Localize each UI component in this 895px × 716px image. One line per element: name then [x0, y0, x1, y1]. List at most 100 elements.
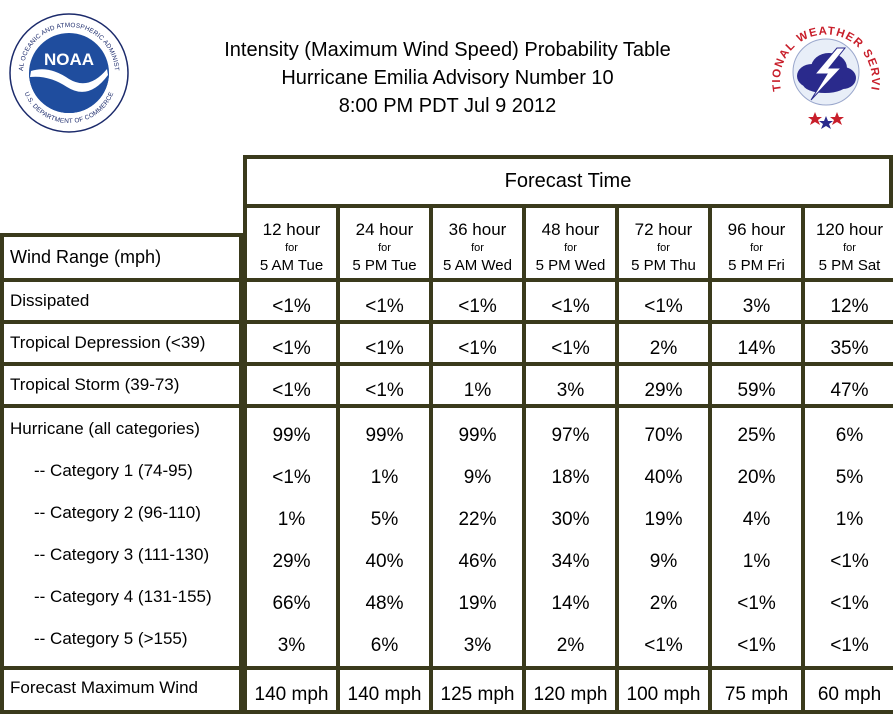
- hurricane-column-cell: 99% 9% 22% 46% 19% 3%: [433, 408, 522, 666]
- table-cell: 12%: [805, 282, 894, 320]
- cell-value: 29%: [272, 551, 311, 572]
- max-wind-cell: 100 mph: [619, 670, 708, 710]
- table-cell: 35%: [805, 324, 894, 362]
- cell-value: 99%: [272, 425, 311, 446]
- cell-value: 2%: [556, 635, 585, 656]
- hurricane-label-cell: Hurricane (all categories) -- Category 1 …: [4, 408, 239, 666]
- max-wind-value: 120 mph: [533, 684, 608, 705]
- table-cell: 29%: [619, 366, 708, 404]
- row-label-cell: Tropical Storm (39-73): [4, 366, 239, 404]
- cell-value: 9%: [463, 467, 492, 488]
- cell-value: <1%: [830, 593, 869, 614]
- cell-value: 6%: [835, 425, 864, 446]
- cell-value: 3%: [742, 296, 771, 317]
- cell-value: 70%: [644, 425, 683, 446]
- column-header-hours: 72 hour: [634, 220, 693, 239]
- max-wind-label-cell: Forecast Maximum Wind: [4, 670, 239, 710]
- max-wind-label: Forecast Maximum Wind: [10, 678, 198, 697]
- cell-value: 99%: [365, 425, 404, 446]
- max-wind-value: 100 mph: [626, 684, 701, 705]
- category-label: -- Category 5 (>155): [34, 629, 188, 648]
- cell-value: <1%: [272, 296, 311, 317]
- column-header-hours: 96 hour: [727, 220, 786, 239]
- cell-value: 22%: [458, 509, 497, 530]
- cell-value: 14%: [551, 593, 590, 614]
- cell-value: 40%: [365, 551, 404, 572]
- cell-value: 1%: [277, 509, 306, 530]
- cell-value: 25%: [737, 425, 776, 446]
- cell-value: <1%: [644, 296, 683, 317]
- cell-value: <1%: [551, 296, 590, 317]
- category-label: -- Category 4 (131-155): [34, 587, 212, 606]
- column-header-for: for: [564, 242, 577, 254]
- cell-value: 14%: [737, 338, 776, 359]
- cell-value: 20%: [737, 467, 776, 488]
- column-header: 24 hour for 5 PM Tue: [340, 208, 429, 278]
- cell-value: <1%: [830, 635, 869, 656]
- hurricane-column-cell: 97% 18% 30% 34% 14% 2%: [526, 408, 615, 666]
- column-header-when: 5 PM Tue: [352, 257, 417, 274]
- cell-value: <1%: [551, 338, 590, 359]
- table-cell: 2%: [619, 324, 708, 362]
- max-wind-cell: 140 mph: [340, 670, 429, 710]
- cell-value: 5%: [835, 467, 864, 488]
- hurricane-column-cell: 70% 40% 19% 9% 2% <1%: [619, 408, 708, 666]
- title-line-3: 8:00 PM PDT Jul 9 2012: [338, 95, 557, 117]
- row-label: Dissipated: [10, 291, 90, 310]
- cell-value: <1%: [644, 635, 683, 656]
- column-header: 36 hour for 5 AM Wed: [433, 208, 522, 278]
- cell-value: 3%: [556, 380, 585, 401]
- column-header-for: for: [657, 242, 670, 254]
- column-header-when: 5 AM Tue: [259, 257, 324, 274]
- noaa-logo: NATIONAL OCEANIC AND ATMOSPHERIC ADMINIS…: [9, 13, 129, 133]
- category-label: -- Category 1 (74-95): [34, 461, 193, 480]
- max-wind-cell: 60 mph: [805, 670, 894, 710]
- cell-value: 30%: [551, 509, 590, 530]
- column-header-hours: 48 hour: [541, 220, 600, 239]
- column-header-for: for: [378, 242, 391, 254]
- cell-value: 9%: [649, 551, 678, 572]
- hurricane-column-cell: 6% 5% 1% <1% <1% <1%: [805, 408, 894, 666]
- cell-value: 34%: [551, 551, 590, 572]
- max-wind-cell: 125 mph: [433, 670, 522, 710]
- table-cell: 47%: [805, 366, 894, 404]
- cell-value: 1%: [835, 509, 864, 530]
- cell-value: <1%: [737, 593, 776, 614]
- column-header-hours: 36 hour: [448, 220, 507, 239]
- column-header: 48 hour for 5 PM Wed: [526, 208, 615, 278]
- max-wind-value: 60 mph: [817, 684, 882, 705]
- cell-value: 46%: [458, 551, 497, 572]
- cell-value: 3%: [277, 635, 306, 656]
- column-header-for: for: [471, 242, 484, 254]
- noaa-logo-text: NOAA: [44, 50, 94, 69]
- column-header: 12 hour for 5 AM Tue: [247, 208, 336, 278]
- table-cell: 3%: [712, 282, 801, 320]
- cell-value: 59%: [737, 380, 776, 401]
- cell-value: <1%: [365, 380, 404, 401]
- hurricane-label: Hurricane (all categories): [10, 419, 200, 438]
- cell-value: 47%: [830, 380, 869, 401]
- max-wind-value: 140 mph: [254, 684, 329, 705]
- nws-logo: NATIONAL WEATHER SERVICE: [767, 12, 884, 129]
- forecast-time-header: Forecast Time: [247, 159, 889, 204]
- row-label-cell: Dissipated: [4, 282, 239, 320]
- column-header-for: for: [750, 242, 763, 254]
- category-label: -- Category 2 (96-110): [34, 503, 201, 522]
- row-label: Tropical Storm (39-73): [10, 375, 180, 394]
- cell-value: 99%: [458, 425, 497, 446]
- column-header: 96 hour for 5 PM Fri: [712, 208, 801, 278]
- column-header-when: 5 PM Wed: [535, 257, 606, 274]
- column-header-when: 5 PM Thu: [631, 257, 696, 274]
- cell-value: 19%: [458, 593, 497, 614]
- column-header-hours: 120 hour: [815, 220, 884, 239]
- cell-value: 1%: [742, 551, 771, 572]
- table-cell: <1%: [247, 366, 336, 404]
- table-cell: <1%: [526, 324, 615, 362]
- cell-value: 1%: [463, 380, 492, 401]
- column-header: 72 hour for 5 PM Thu: [619, 208, 708, 278]
- cell-value: 4%: [742, 509, 771, 530]
- cell-value: 35%: [830, 338, 869, 359]
- cell-value: 6%: [370, 635, 399, 656]
- cell-value: 2%: [649, 338, 678, 359]
- max-wind-value: 140 mph: [347, 684, 422, 705]
